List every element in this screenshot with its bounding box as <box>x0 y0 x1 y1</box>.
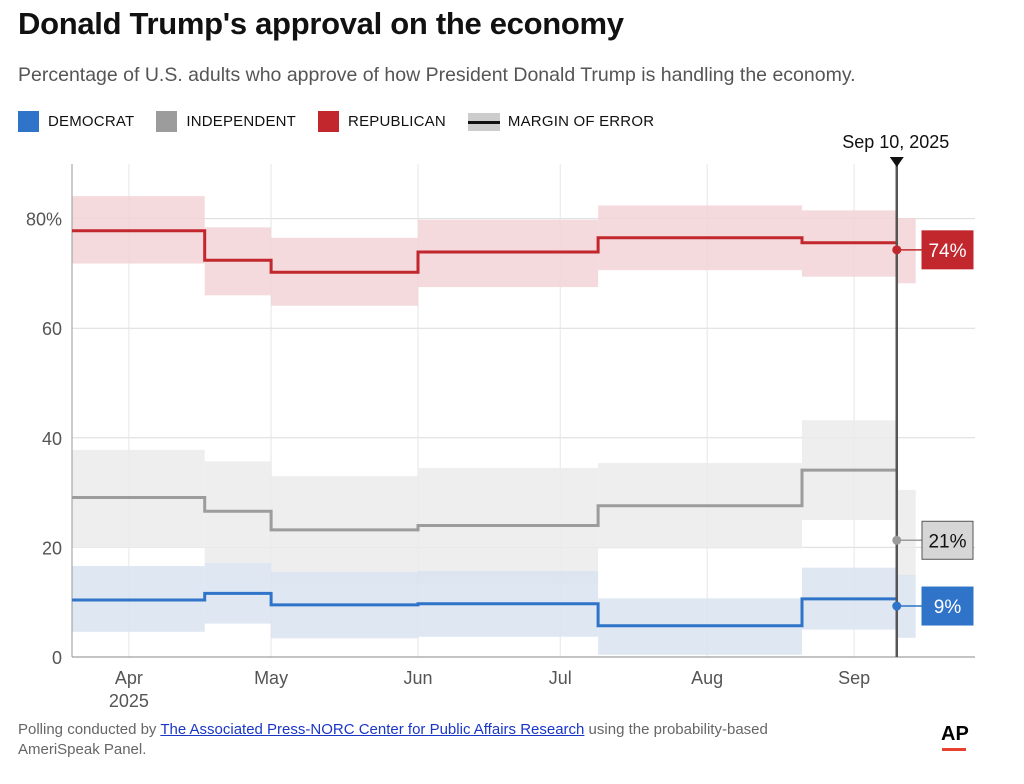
legend-swatch-republican <box>318 111 340 132</box>
current-date-triangle <box>889 157 904 167</box>
x-tick-label: Jul <box>549 668 572 688</box>
end-label-box-independent <box>921 520 974 560</box>
legend-swatch-independent <box>156 111 178 132</box>
x-tick-label: Apr <box>115 668 143 688</box>
end-label-democrat: 9% <box>934 597 962 618</box>
ap-logo-underline <box>942 748 966 751</box>
legend-item-independent: INDEPENDENT <box>156 111 296 132</box>
margin-of-error-bands <box>72 196 916 655</box>
series-line-democrat <box>72 591 897 628</box>
legend-label-democrat: DEMOCRAT <box>48 113 135 130</box>
series-lines <box>72 229 897 628</box>
y-tick-label: 60 <box>42 319 62 339</box>
chart-subtitle: Percentage of U.S. adults who approve of… <box>18 64 856 86</box>
series-line-independent <box>72 468 897 532</box>
axes: 0 20 40 60 80% Apr 2025 May Jun Jul Aug Sep <box>26 164 975 711</box>
footer-suffix: using the probability-based AmeriSpeak P… <box>18 721 768 758</box>
end-labels: 74% 21% 9% <box>892 230 974 626</box>
footer-prefix: Polling conducted by <box>18 721 161 738</box>
x-tick-label: Jun <box>404 668 433 688</box>
legend-swatch-democrat <box>18 111 39 132</box>
end-label-independent: 21% <box>928 531 966 552</box>
legend-swatch-margin-of-error <box>467 112 500 131</box>
footer-note: Polling conducted by The Associated Pres… <box>18 720 848 760</box>
moe-band-independent <box>896 489 916 576</box>
end-label-box-republican <box>921 230 974 270</box>
chart-title: Donald Trump's approval on the economy <box>18 6 624 41</box>
end-label-republican: 74% <box>928 241 966 262</box>
y-tick-label: 80% <box>26 210 62 230</box>
moe-band-republican <box>896 218 916 284</box>
current-date-label: Sep 10, 2025 <box>842 132 949 152</box>
legend-item-republican: REPUBLICAN <box>318 111 446 132</box>
y-tick-label: 20 <box>42 538 62 558</box>
legend-item-margin-of-error: MARGIN OF ERROR <box>467 112 655 131</box>
ap-logo: AP <box>941 723 969 745</box>
x-tick-label: May <box>254 668 288 688</box>
x-tick-label: Sep <box>838 668 870 688</box>
legend-item-democrat: DEMOCRAT <box>18 111 134 132</box>
legend-label-independent: INDEPENDENT <box>186 113 297 130</box>
norc-link[interactable]: The Associated Press-NORC Center for Pub… <box>160 721 585 738</box>
series-line-republican <box>72 229 897 274</box>
x-tick-label: Aug <box>691 668 723 688</box>
y-tick-label: 0 <box>52 648 62 668</box>
y-tick-label: 40 <box>42 429 62 449</box>
legend-label-republican: REPUBLICAN <box>348 113 446 130</box>
legend-label-margin-of-error: MARGIN OF ERROR <box>507 113 655 130</box>
end-label-box-democrat <box>921 586 974 626</box>
x-tick-sublabel: 2025 <box>109 691 149 711</box>
current-date-marker[interactable]: Sep 10, 2025 <box>842 132 949 657</box>
legend: DEMOCRAT INDEPENDENT REPUBLICAN MARGIN O… <box>18 111 676 132</box>
